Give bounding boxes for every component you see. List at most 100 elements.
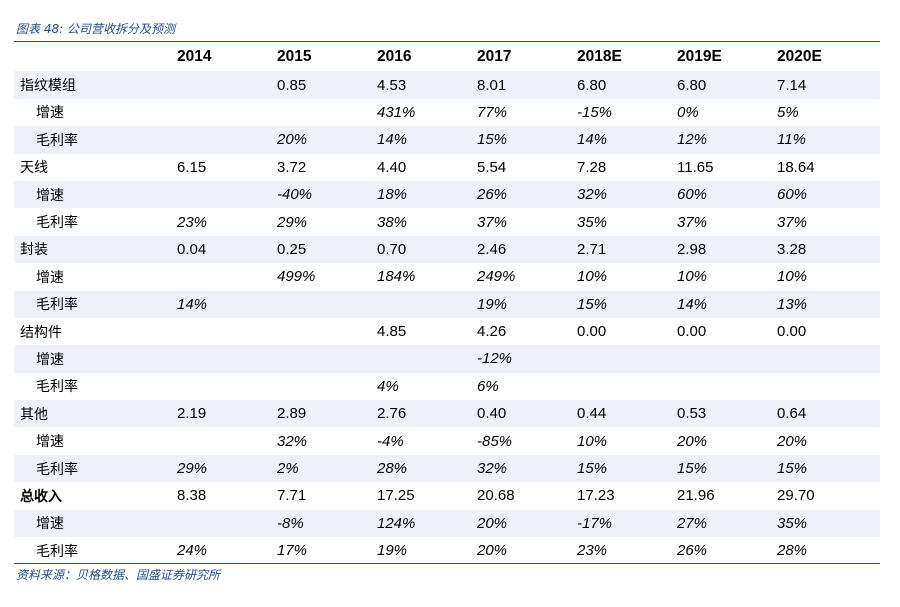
value-cell: 29%	[171, 454, 271, 483]
value-cell: 2.98	[671, 235, 771, 264]
row-label: 增速	[14, 509, 171, 538]
table-row: 毛利率 14% 19% 15% 14% 13%	[14, 290, 880, 318]
value-cell	[171, 126, 271, 154]
value-cell: 5.54	[477, 158, 507, 176]
value-cell: 8.38	[177, 487, 207, 505]
value-cell: 20%	[477, 542, 508, 560]
value-cell: 124%	[371, 509, 471, 538]
value-cell	[371, 290, 471, 318]
value-cell: 10%	[577, 432, 608, 450]
value-cell: 2%	[271, 454, 371, 483]
value-cell: 27%	[671, 509, 771, 538]
row-label: 增速	[14, 345, 171, 373]
value-cell: 20.68	[477, 487, 515, 505]
row-label: 增速	[36, 434, 64, 451]
value-cell: -4%	[377, 432, 404, 450]
header-year-cell: 2017	[471, 43, 571, 72]
value-cell: 28%	[777, 542, 808, 560]
value-cell: 0.04	[171, 235, 271, 264]
bottom-rule	[14, 563, 880, 564]
value-cell: 184%	[377, 268, 416, 286]
value-cell: 4.53	[371, 70, 471, 99]
value-cell: 0.64	[771, 400, 880, 428]
value-cell: 7.28	[577, 158, 607, 176]
value-cell: 32%	[471, 454, 571, 483]
row-label: 毛利率	[36, 215, 78, 232]
table-row: 天线 6.15 3.72 4.40 5.54 7.28 11.65 18.64	[14, 154, 880, 181]
value-cell: 19%	[471, 290, 571, 318]
table-row: 增速 -40% 18% 26% 32% 60% 60%	[14, 180, 880, 209]
value-cell: -12%	[471, 345, 571, 373]
value-cell: 4.40	[377, 158, 407, 176]
value-cell	[171, 373, 271, 400]
value-cell: 26%	[471, 180, 571, 209]
row-label: 增速	[14, 180, 171, 209]
value-cell	[171, 509, 271, 538]
value-cell: 2.46	[471, 235, 571, 264]
table-row: 毛利率 29% 2% 28% 32% 15% 15% 15%	[14, 454, 880, 483]
header-year-cell: 2016	[371, 43, 471, 72]
table-row: 毛利率 20% 14% 15% 14% 12% 11%	[14, 126, 880, 154]
value-cell: 29.70	[777, 487, 815, 505]
value-cell	[271, 318, 371, 345]
value-cell: -85%	[477, 432, 513, 450]
value-cell: 2.19	[171, 400, 271, 428]
value-cell: 60%	[771, 180, 880, 209]
header-year-cell: 2015	[271, 43, 371, 72]
value-cell: 431%	[377, 103, 416, 121]
value-cell	[171, 263, 271, 290]
value-cell: 0.00	[677, 323, 707, 341]
value-cell: 6%	[477, 377, 499, 395]
row-label: 封装	[14, 235, 171, 264]
header-row: 2014 2015 2016 2017 2018E 2019E 2020E	[14, 43, 880, 72]
value-cell: -15%	[577, 103, 613, 121]
value-cell: 20%	[471, 509, 571, 538]
table-row: 增速 32% -4% -85% 10% 20% 20%	[14, 427, 880, 454]
value-cell: 0%	[677, 103, 699, 121]
value-cell: 0.40	[471, 400, 571, 428]
row-label: 毛利率	[14, 454, 171, 483]
value-cell: 8.01	[471, 70, 571, 99]
row-label: 毛利率	[36, 543, 78, 560]
value-cell: 20%	[271, 126, 371, 154]
row-label: 毛利率	[14, 290, 171, 318]
value-cell: 15%	[571, 454, 671, 483]
value-cell	[271, 290, 371, 318]
row-label: 毛利率	[36, 379, 78, 396]
value-cell	[171, 318, 271, 345]
value-cell	[271, 373, 371, 400]
table-row: 增速 431% 77% -15% 0% 5%	[14, 99, 880, 126]
value-cell	[171, 99, 271, 126]
value-cell	[771, 373, 880, 400]
table-row: 总收入 8.38 7.71 17.25 20.68 17.23 21.96 29.70	[14, 482, 880, 509]
top-rule	[14, 41, 880, 42]
value-cell: 14%	[671, 290, 771, 318]
revenue-breakdown-table: 2014 2015 2016 2017 2018E 2019E 2020E 指纹模组 0.85…	[14, 43, 880, 564]
value-cell: 18.64	[777, 158, 815, 176]
value-cell: 3.72	[277, 158, 307, 176]
value-cell	[171, 345, 271, 373]
value-cell: 11%	[771, 126, 880, 154]
value-cell: 19%	[377, 542, 408, 560]
value-cell: 37%	[777, 213, 808, 231]
value-cell: 4.26	[477, 323, 507, 341]
value-cell	[171, 70, 271, 99]
value-cell: 0.44	[571, 400, 671, 428]
value-cell: 7.71	[277, 487, 307, 505]
value-cell	[371, 345, 471, 373]
source-note: 资料来源：贝格数据、国盛证券研究所	[16, 568, 221, 582]
value-cell: 26%	[677, 542, 708, 560]
table-row: 毛利率 23% 29% 38% 37% 35% 37% 37%	[14, 208, 880, 235]
value-cell	[571, 345, 671, 373]
value-cell: 14%	[171, 290, 271, 318]
value-cell: 14%	[571, 126, 671, 154]
value-cell: 0.25	[271, 235, 371, 264]
value-cell: 4.85	[377, 323, 407, 341]
value-cell: 10%	[777, 268, 808, 286]
row-label: 天线	[20, 160, 48, 177]
value-cell: 499%	[277, 268, 316, 286]
table-row: 指纹模组 0.85 4.53 8.01 6.80 6.80 7.14	[14, 70, 880, 99]
value-cell: 20%	[677, 432, 708, 450]
row-label: 增速	[36, 105, 64, 122]
table-row: 封装 0.04 0.25 0.70 2.46 2.71 2.98 3.28	[14, 235, 880, 264]
